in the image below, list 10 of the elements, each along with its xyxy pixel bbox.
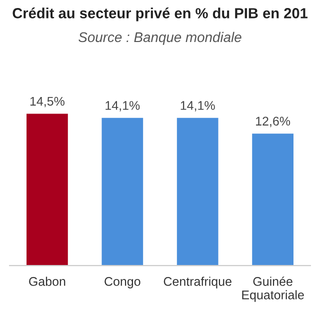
chart-title: Crédit au secteur privé en % du PIB en 201 [12, 8, 308, 22]
data-label: 14,1% [180, 101, 215, 112]
x-tick-label: Guinée Equatoriale [242, 276, 304, 302]
data-label: 14,5% [30, 96, 64, 108]
x-tick-label: Gabon [29, 276, 66, 286]
data-label: 12,6% [256, 116, 290, 128]
x-tick-label: Centrafrique [164, 276, 232, 288]
source-note: Source : Banque mondiale [78, 32, 242, 45]
x-tick-label: Congo [104, 277, 140, 288]
data-label: 14,1% [106, 101, 140, 112]
